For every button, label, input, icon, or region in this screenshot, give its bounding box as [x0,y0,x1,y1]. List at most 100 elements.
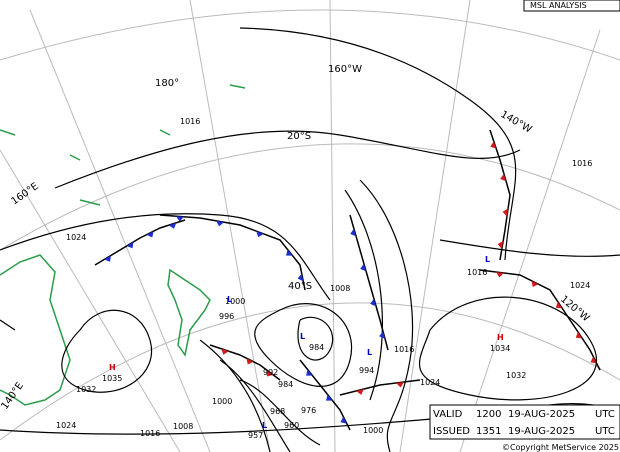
isobar [344,189,383,401]
title-box [523,0,620,12]
isobar-label: 1016 [572,159,592,168]
valid-label: VALID [433,409,463,420]
new-zealand-coast [167,268,211,357]
isobar-label: 984 [278,380,293,389]
isobar-label: 1000 [212,397,232,406]
longitude-line [189,0,271,452]
longitude-label: 180° [155,78,179,89]
isobar-label: 994 [359,366,374,375]
map-title: MSL ANALYSIS [530,1,587,10]
isobar-label: 968 [270,407,285,416]
front-line [339,379,421,396]
issued-label: ISSUED [433,426,470,437]
valid-time: 1200 [476,409,501,420]
front-symbol [326,394,333,401]
isobar-label: 1024 [570,281,590,290]
front-symbol [370,298,377,307]
latitude-line [0,302,620,441]
longitude-line [329,0,336,452]
issued-date: 19-AUG-2025 [508,426,575,437]
longitude-line [399,0,471,452]
isobar [297,316,334,361]
centre-letter: H [497,333,504,342]
isobar [418,296,598,401]
isobar [54,130,521,189]
isobar-label: 1032 [76,385,96,394]
isobar [199,339,271,452]
centre-letter: L [262,421,267,430]
longitude-line [459,29,601,452]
front-symbol [176,216,184,222]
front-line [349,214,389,351]
front-symbol [356,389,364,395]
isobar-label: 960 [284,421,299,430]
latitude-label: 40°S [288,281,312,292]
latitude-line [0,9,620,61]
front-symbol [266,370,274,377]
pressure-centres: H H L L L L L [109,255,504,430]
issued-zone: UTC [595,426,615,437]
front-symbol [555,301,563,309]
front-symbol [396,382,404,388]
front-symbol [306,369,313,376]
front-symbol [256,231,264,238]
coastlines [0,84,246,406]
isobar [0,403,620,435]
isobar-label: 957 [248,431,263,440]
front-symbol [590,356,597,364]
isobar [0,213,331,301]
isobar [359,179,414,452]
isobar-label: 1016 [180,117,200,126]
isobar-label: 1035 [102,374,122,383]
front-symbol [379,331,386,339]
isobar [254,303,353,387]
front-symbol [490,141,497,149]
isobar-label: 1024 [66,233,86,242]
front-symbol [502,208,509,217]
front-symbol [216,220,224,227]
copyright: ©Copyright MetService 2025 [502,443,619,452]
front-symbol [104,255,111,262]
isobar [239,27,517,261]
front-symbol [340,416,347,424]
isobar-labels: 1016 1024 1016 1016 1024 1008 1000 996 984 994 101… [56,117,592,440]
front-symbol [531,280,539,287]
isobar [239,379,321,446]
isobar [0,319,16,331]
longitude-label: 160°W [328,64,362,75]
isobar [61,309,153,393]
isobar-label: 1000 [225,297,245,306]
isobar-label: 992 [263,368,278,377]
front-symbol [297,273,304,282]
centre-letter: H [109,363,116,372]
isobars [0,27,620,452]
front-symbol [496,272,504,278]
isobar-label: 996 [219,312,234,321]
australia-coast [0,254,71,406]
front-symbol [168,222,177,229]
front-symbol [246,358,254,365]
front-symbol [350,228,357,237]
front-symbol [360,263,367,272]
front-symbol [286,249,293,256]
centre-letter: L [485,255,490,264]
isobar-label: 984 [309,343,324,352]
centre-letter: L [367,348,372,357]
issued-time: 1351 [476,426,501,437]
longitude-line [29,9,211,452]
isobar-label: 1008 [173,422,193,431]
isobar-label: 1024 [56,421,76,430]
latitude-label: 20°S [287,131,311,142]
fronts [94,129,601,431]
isobar-label: 1024 [420,378,440,387]
longitude-line [0,149,181,452]
front-symbol [126,241,134,249]
valid-date: 19-AUG-2025 [508,409,575,420]
isobar-label: 1016 [394,345,414,354]
front-symbol [146,231,154,238]
isobar-label: 1016 [467,268,487,277]
info-box [429,404,620,440]
islands [0,84,246,206]
